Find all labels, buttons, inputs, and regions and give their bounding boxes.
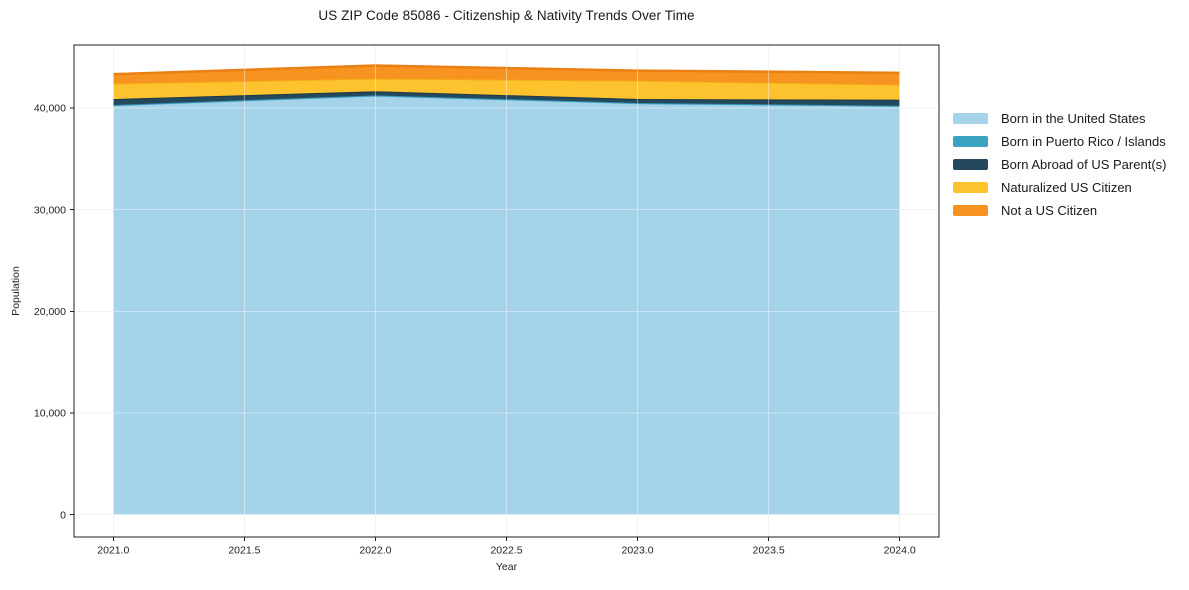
legend-label: Born in the United States	[1001, 111, 1146, 126]
x-tick-label: 2021.0	[97, 545, 129, 557]
area-series-2	[113, 91, 900, 106]
y-tick-label: 10,000	[34, 408, 66, 420]
legend-item-4: Not a US Citizen	[953, 203, 1166, 218]
legend: Born in the United States Born in Puerto …	[953, 111, 1166, 218]
legend-label: Not a US Citizen	[1001, 203, 1098, 218]
stacked-areas	[113, 64, 900, 515]
x-tick-label: 2021.5	[228, 545, 260, 557]
chart-title: US ZIP Code 85086 - Citizenship & Nativi…	[318, 8, 695, 23]
legend-swatch-icon	[953, 204, 988, 217]
x-tick-label: 2022.0	[359, 545, 391, 557]
x-axis-label: Year	[495, 561, 518, 573]
x-tick-label: 2022.5	[490, 545, 522, 557]
y-tick-label: 40,000	[34, 103, 66, 115]
legend-label: Born in Puerto Rico / Islands	[1001, 134, 1166, 149]
y-tick-label: 20,000	[34, 306, 66, 318]
y-axis-label: Population	[10, 266, 22, 316]
tick-marks	[70, 107, 901, 541]
edge-line-series-4	[113, 64, 900, 76]
x-tick-label: 2023.0	[621, 545, 653, 557]
x-tick-label: 2023.5	[753, 545, 785, 557]
legend-swatch-icon	[953, 135, 988, 148]
legend-item-1: Born in Puerto Rico / Islands	[953, 134, 1166, 149]
legend-label: Naturalized US Citizen	[1001, 180, 1132, 195]
gridlines-overlay	[74, 45, 939, 537]
area-series-0	[113, 95, 900, 515]
legend-swatch-icon	[953, 112, 988, 125]
y-tick-label: 30,000	[34, 204, 66, 216]
legend-swatch-icon	[953, 181, 988, 194]
tick-labels: 2021.0 2021.5 2022.0 2022.5 2023.0 2023.5 2024…	[34, 103, 916, 557]
legend-label: Born Abroad of US Parent(s)	[1001, 157, 1167, 172]
legend-item-2: Born Abroad of US Parent(s)	[953, 157, 1166, 172]
y-tick-label: 0	[60, 509, 66, 521]
legend-item-3: Naturalized US Citizen	[953, 180, 1166, 195]
legend-swatch-icon	[953, 158, 988, 171]
area-series-3	[113, 78, 900, 100]
area-series-4	[113, 65, 900, 85]
x-tick-label: 2024.0	[884, 545, 916, 557]
legend-item-0: Born in the United States	[953, 111, 1166, 126]
